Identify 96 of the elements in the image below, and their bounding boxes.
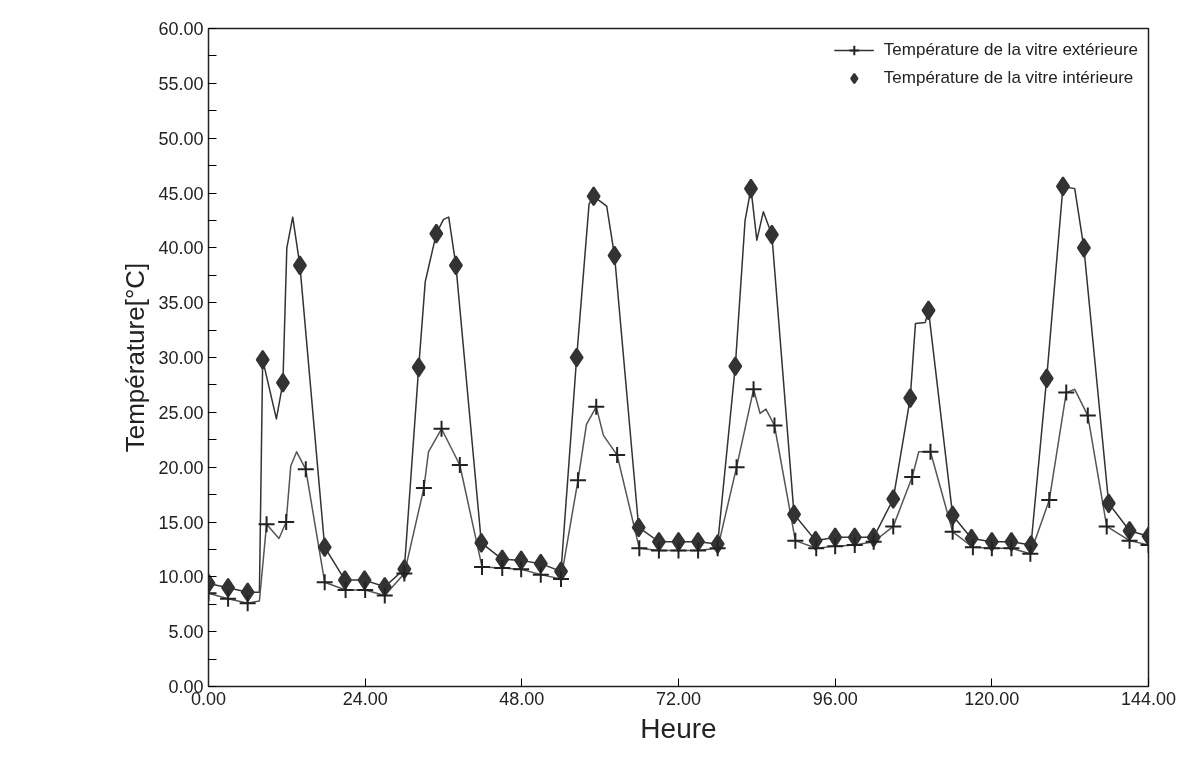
point	[221, 577, 236, 598]
point	[512, 560, 531, 579]
y-tick-label: 55.00	[158, 73, 204, 94]
y-tick-label: 35.00	[158, 293, 204, 314]
y-tick-label: 25.00	[158, 402, 204, 423]
point	[807, 539, 826, 558]
point	[474, 532, 489, 553]
point	[921, 300, 936, 321]
point	[587, 397, 606, 416]
point	[1057, 383, 1076, 402]
point	[765, 416, 784, 435]
point	[630, 539, 649, 558]
point	[864, 532, 883, 551]
point	[411, 357, 426, 378]
y-tick-label: 20.00	[158, 457, 204, 478]
point	[257, 515, 276, 534]
point	[608, 446, 627, 465]
point	[982, 539, 1001, 558]
point	[903, 468, 922, 487]
point	[275, 372, 290, 393]
point	[631, 517, 646, 538]
point	[607, 245, 622, 266]
x-tick-label: 96.00	[812, 688, 858, 709]
point	[473, 557, 492, 576]
y-tick-label: 15.00	[158, 512, 204, 533]
point	[743, 178, 758, 199]
point	[1076, 237, 1091, 258]
point	[1055, 176, 1070, 197]
point	[531, 565, 550, 584]
y-tick-label: 45.00	[158, 183, 204, 204]
point	[764, 224, 779, 245]
point	[727, 458, 746, 477]
point	[728, 356, 743, 377]
point	[586, 186, 601, 207]
point	[219, 589, 238, 608]
point	[450, 455, 469, 474]
point	[1078, 406, 1097, 425]
y-tick-label: 40.00	[158, 238, 204, 259]
point	[669, 541, 688, 560]
point	[375, 586, 394, 605]
point	[395, 564, 414, 583]
point	[708, 539, 727, 558]
point	[296, 460, 315, 479]
point	[1120, 531, 1139, 550]
point	[414, 479, 433, 497]
point	[317, 537, 332, 558]
point	[1021, 544, 1040, 563]
x-axis-title: Heure	[640, 712, 717, 744]
point	[1039, 368, 1054, 389]
y-tick-label: 30.00	[158, 348, 204, 368]
point	[356, 580, 375, 599]
point	[552, 570, 570, 589]
point	[826, 537, 845, 556]
x-tick-label: 72.00	[655, 688, 702, 709]
x-tick-label: 48.00	[499, 688, 545, 709]
point	[1101, 493, 1116, 514]
point	[649, 541, 668, 560]
point	[238, 594, 257, 613]
point	[943, 522, 962, 541]
point	[689, 541, 708, 560]
point	[903, 388, 918, 409]
y-tick-label: 5.00	[168, 622, 204, 643]
point	[1097, 517, 1116, 536]
y-tick-label: 10.00	[158, 567, 204, 588]
point	[429, 223, 444, 244]
point	[533, 553, 548, 574]
point	[845, 536, 864, 555]
point	[744, 380, 763, 399]
point	[292, 255, 307, 276]
point	[1040, 491, 1059, 510]
x-tick-label: 144.00	[1120, 688, 1177, 709]
point	[884, 517, 903, 536]
point	[921, 442, 940, 461]
x-tick-label: 120.00	[964, 688, 1020, 709]
point	[493, 559, 512, 578]
point	[569, 347, 584, 368]
point	[787, 504, 802, 525]
point	[432, 419, 451, 438]
point	[568, 471, 587, 490]
point	[255, 349, 270, 370]
legend-label: Température de la vitre intérieure	[883, 68, 1134, 88]
legend-label: Température de la vitre extérieure	[883, 40, 1138, 60]
point	[786, 531, 805, 550]
y-tick-label: 50.00	[158, 128, 204, 149]
point	[277, 513, 296, 531]
point	[448, 255, 463, 276]
point	[963, 538, 982, 557]
y-tick-label: 60.00	[158, 19, 204, 39]
point	[945, 505, 960, 526]
x-tick-label: 24.00	[342, 688, 388, 709]
point	[1002, 539, 1021, 558]
point	[240, 582, 255, 603]
point	[886, 488, 901, 509]
y-axis-title: Température[°C]	[120, 262, 151, 453]
point	[315, 573, 334, 592]
point	[336, 580, 355, 599]
